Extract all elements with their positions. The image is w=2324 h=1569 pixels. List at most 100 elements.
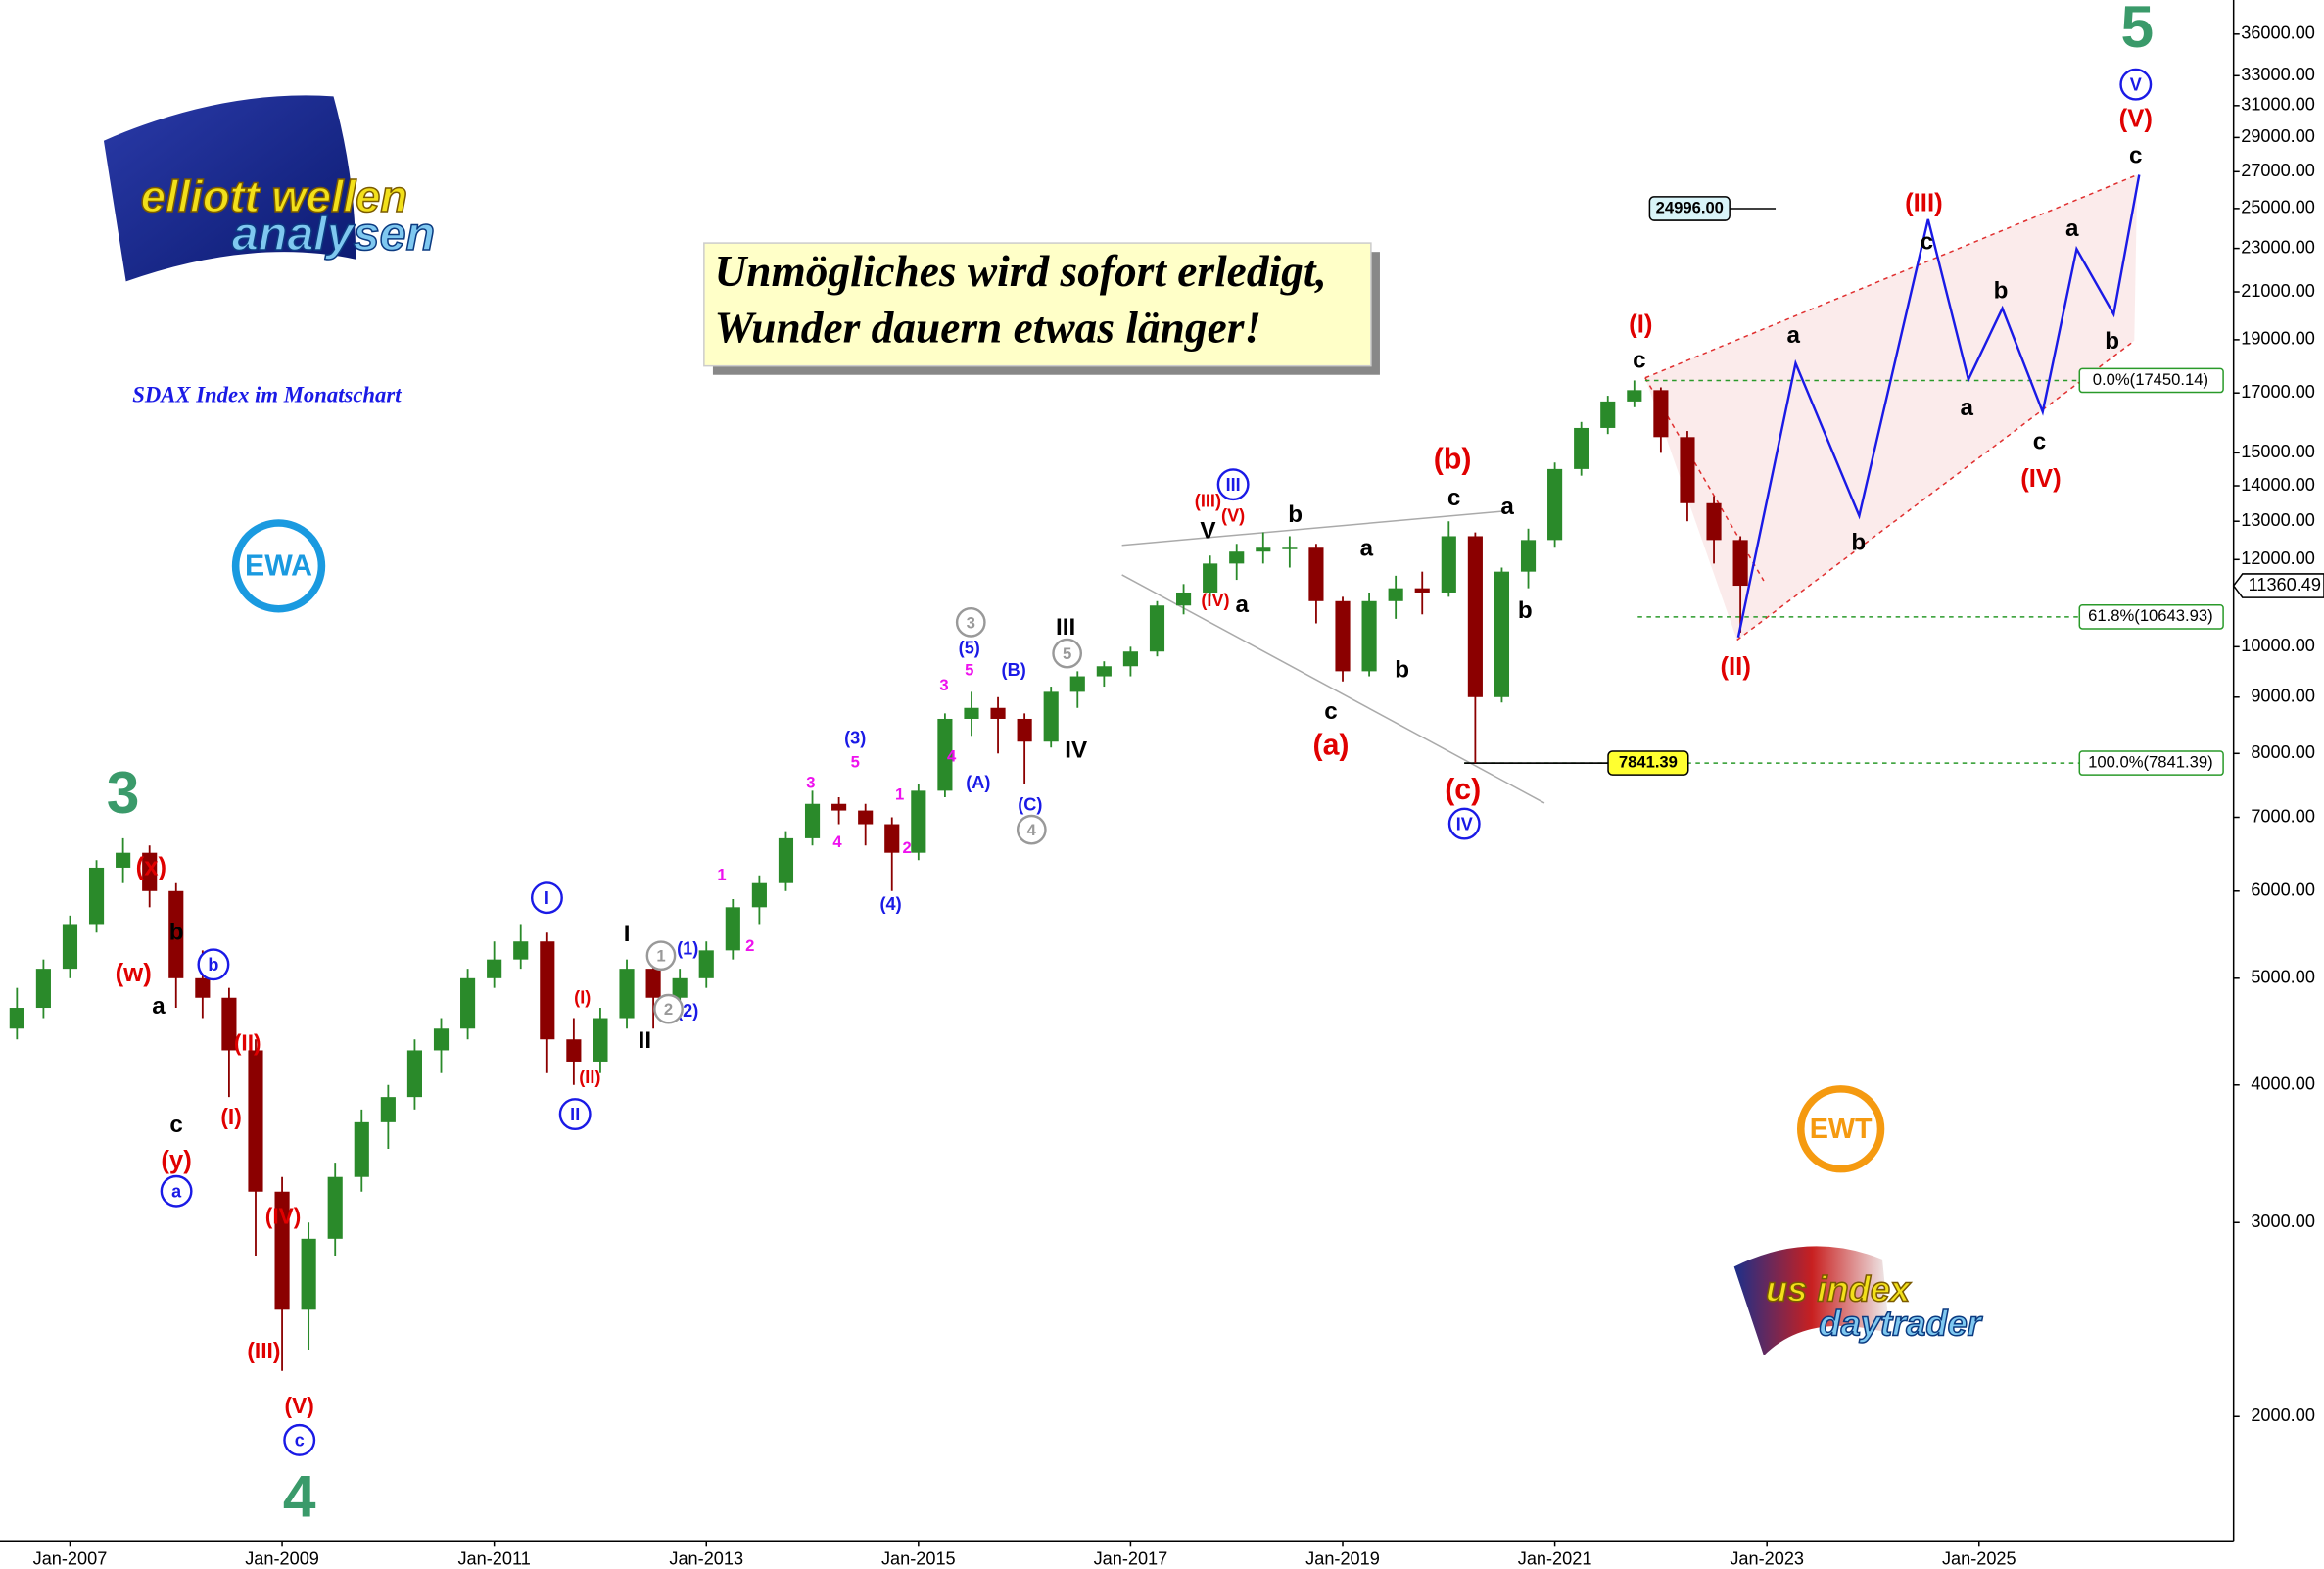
candle-body	[301, 1238, 316, 1310]
wave-circle	[1016, 814, 1047, 845]
wave-label: 5	[2120, 0, 2154, 60]
wave-label: (I)	[574, 987, 591, 1007]
candle-body	[1122, 651, 1138, 667]
candle-body	[1308, 547, 1324, 601]
wave-label: 3	[806, 774, 815, 792]
wave-label: 5	[965, 661, 973, 680]
wave-label: (IV)	[1201, 591, 1229, 610]
candle-body	[1414, 588, 1430, 593]
wave-circle	[283, 1423, 316, 1456]
wave-circle	[653, 993, 684, 1024]
wave-label: 4	[1027, 821, 1037, 839]
wave-label: a	[1360, 536, 1374, 562]
wave-label: 5	[851, 752, 860, 771]
quote-line: Wunder dauern etwas länger!	[714, 303, 1261, 352]
x-tick-label: Jan-2009	[245, 1549, 319, 1569]
wave-label: (V)	[285, 1393, 314, 1418]
y-tick-label: 13000.00	[2241, 510, 2315, 530]
x-tick-label: Jan-2015	[881, 1549, 956, 1569]
price-tag: 7841.39	[1619, 752, 1678, 771]
wave-label: c	[1324, 698, 1337, 725]
wave-label: 2	[903, 838, 912, 857]
candle-body	[645, 969, 661, 998]
wave-label: (B)	[1002, 660, 1026, 680]
candle-body	[831, 803, 847, 811]
y-tick-label: 29000.00	[2241, 126, 2315, 146]
wave-label: 1	[895, 785, 904, 804]
wave-label: c	[1633, 348, 1645, 374]
y-tick-label: 19000.00	[2241, 329, 2315, 349]
wave-label: 1	[656, 947, 665, 966]
fib-label-box	[2078, 367, 2224, 394]
wave-label: IV	[1065, 737, 1087, 763]
x-tick-label: Jan-2021	[1518, 1549, 1592, 1569]
y-tick-label: 25000.00	[2241, 198, 2315, 217]
wave-label: (a)	[1313, 729, 1350, 761]
logo-text: analysen	[232, 208, 435, 261]
candle-body	[168, 890, 184, 978]
y-tick-label: 31000.00	[2241, 95, 2315, 115]
candle-body	[566, 1039, 582, 1062]
logo-elliott: elliott wellen analysen	[103, 95, 436, 282]
wave-label: b	[169, 919, 184, 945]
wave-label: b	[1395, 657, 1409, 684]
y-tick-label: 33000.00	[2241, 65, 2315, 84]
y-tick-label: 8000.00	[2251, 742, 2315, 762]
candle-body	[1017, 718, 1032, 742]
y-tick-label: 21000.00	[2241, 281, 2315, 301]
wave-label: 3	[939, 676, 948, 694]
wave-circle	[1216, 468, 1250, 501]
candle-body	[1176, 592, 1192, 606]
wave-label: (V)	[1221, 506, 1245, 526]
candle-body	[35, 969, 51, 1009]
y-tick-label: 15000.00	[2241, 442, 2315, 461]
candle-body	[195, 977, 211, 998]
candle-body	[1256, 547, 1271, 552]
candle-body	[911, 790, 926, 853]
y-tick-label: 4000.00	[2251, 1074, 2315, 1094]
wave-label: I	[545, 888, 549, 908]
wave-label: a	[1786, 322, 1800, 349]
x-tick-label: Jan-2025	[1942, 1549, 2016, 1569]
wave-label: (w)	[116, 960, 152, 987]
price-tag-box	[1607, 750, 1689, 776]
wave-label: c	[169, 1112, 182, 1138]
wave-label: IV	[1456, 814, 1473, 833]
candle-body	[433, 1028, 450, 1051]
candle-body	[1547, 468, 1563, 541]
wave-label: b	[208, 955, 218, 975]
candle-body	[513, 941, 529, 960]
logo-text: elliott wellen	[141, 171, 407, 221]
wave-label: (3)	[844, 729, 866, 748]
candle-body	[1680, 437, 1695, 503]
wave-label: 2	[664, 1000, 673, 1019]
wave-label: (1)	[677, 938, 698, 958]
x-tick-label: Jan-2007	[33, 1549, 108, 1569]
candle-body	[1096, 666, 1112, 677]
projection-line	[1736, 174, 2141, 639]
fib-label: 100.0%(7841.39)	[2088, 752, 2213, 771]
logo-text: EWT	[1810, 1114, 1873, 1145]
candle-body	[884, 824, 900, 853]
y-tick-label: 17000.00	[2241, 382, 2315, 402]
candle-body	[1203, 563, 1218, 593]
candle-body	[990, 707, 1006, 719]
fib-label: 0.0%(17450.14)	[2093, 370, 2208, 389]
price-tag: 24996.00	[1656, 198, 1724, 216]
y-tick-label: 10000.00	[2241, 636, 2315, 655]
candle-body	[1149, 605, 1165, 652]
wave-circle	[1052, 638, 1083, 669]
candle-body	[116, 852, 131, 868]
candle-body	[725, 907, 740, 951]
y-tick-label: 5000.00	[2251, 968, 2315, 987]
candle-body	[1520, 540, 1537, 572]
candle-body	[1627, 390, 1642, 402]
wave-label: (b)	[1434, 443, 1472, 475]
wave-label: V	[1200, 517, 1215, 544]
y-tick-label: 2000.00	[2251, 1405, 2315, 1425]
wave-label: (A)	[966, 773, 990, 792]
wave-label: I	[624, 921, 631, 947]
logo-text: us index	[1766, 1269, 1912, 1309]
